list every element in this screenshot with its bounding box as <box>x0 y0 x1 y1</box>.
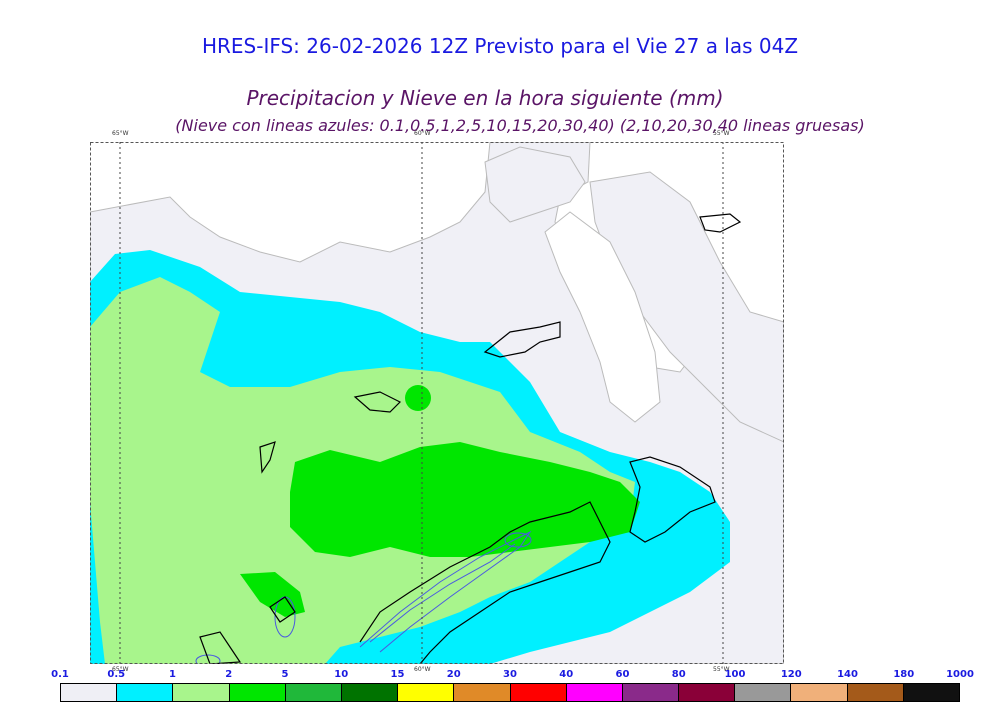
lon-label-bottom-65w: 65°W <box>112 666 129 673</box>
precip-cell-green <box>405 385 431 411</box>
lon-label-bottom-55w: 55°W <box>713 666 730 673</box>
legend-swatch <box>791 684 848 701</box>
coastline-8 <box>269 596 296 623</box>
snow-contour-1 <box>359 530 532 653</box>
legend-label: 0.5 <box>107 669 126 680</box>
snow-contour-3 <box>504 532 532 548</box>
legend-swatch <box>847 684 904 701</box>
legend-swatch <box>341 684 399 701</box>
legend-label: 100 <box>724 669 746 680</box>
legend-swatch <box>173 684 230 701</box>
legend-label: 1000 <box>946 669 974 680</box>
snow-contour-2 <box>369 543 516 643</box>
legend-swatch <box>622 684 680 701</box>
legend-swatch <box>903 684 959 701</box>
lon-label-top-55w: 55°W <box>713 130 730 137</box>
lon-label-bottom-60w: 60°W <box>414 666 431 673</box>
coastline-4 <box>699 213 742 233</box>
lon-label-top-65w: 65°W <box>112 130 129 137</box>
legend-swatch <box>398 684 455 701</box>
legend-label: 5 <box>281 669 289 680</box>
precipitation-map <box>90 142 784 664</box>
legend-label: 1 <box>169 669 176 680</box>
legend-label: 15 <box>390 669 405 680</box>
legend-label: 180 <box>893 669 915 680</box>
coastline-5 <box>259 441 276 474</box>
map-frame <box>90 142 784 664</box>
legend-swatch <box>510 684 567 701</box>
legend-label: 80 <box>671 669 686 680</box>
legend-label: 60 <box>615 669 630 680</box>
legend-color-bar <box>60 683 960 702</box>
snow-contour-5 <box>195 654 221 664</box>
legend-swatch <box>566 684 623 701</box>
coastline-2 <box>629 456 716 543</box>
legend-label: 30 <box>503 669 517 680</box>
precip-area-green <box>290 442 640 557</box>
legend-label: 20 <box>446 669 461 680</box>
coastline-1 <box>483 321 561 358</box>
lon-label-top-60w: 60°W <box>414 130 431 137</box>
snow-note: (Nieve con lineas azules: 0.1,0.5,1,2,5,… <box>175 116 865 135</box>
coastline-7 <box>353 391 402 413</box>
legend-swatch <box>229 684 286 701</box>
clear-region <box>544 211 661 423</box>
subtitle: Precipitacion y Nieve en la hora siguien… <box>246 86 724 110</box>
precip-cell-green-south <box>240 572 305 617</box>
legend-swatch <box>285 684 342 701</box>
legend-swatch <box>454 684 511 701</box>
legend-label: 2 <box>225 669 233 680</box>
precip-area-very-light-north <box>484 146 586 223</box>
legend-swatch <box>679 684 736 701</box>
legend-swatch <box>117 684 174 701</box>
legend-label: 0.1 <box>51 669 69 680</box>
coastline-3 <box>359 501 611 664</box>
legend-label: 10 <box>334 669 349 680</box>
legend-label: 120 <box>780 669 802 680</box>
legend-label: 40 <box>559 669 574 680</box>
legend-label: 140 <box>837 669 858 680</box>
legend-swatch <box>735 684 792 701</box>
coastline-6 <box>199 631 242 664</box>
legend-swatch <box>61 684 118 701</box>
main-title: HRES-IFS: 26-02-2026 12Z Previsto para e… <box>201 34 799 58</box>
